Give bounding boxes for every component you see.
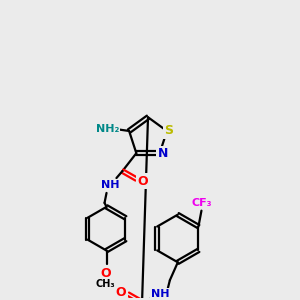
Text: CH₃: CH₃	[96, 279, 115, 289]
Text: N: N	[158, 147, 168, 160]
Text: O: O	[100, 267, 111, 280]
Text: NH: NH	[101, 180, 120, 190]
Text: S: S	[164, 124, 173, 137]
Text: O: O	[116, 286, 127, 298]
Text: NH: NH	[151, 289, 169, 299]
Text: CF₃: CF₃	[191, 198, 212, 208]
Text: O: O	[137, 175, 148, 188]
Text: NH₂: NH₂	[96, 124, 119, 134]
